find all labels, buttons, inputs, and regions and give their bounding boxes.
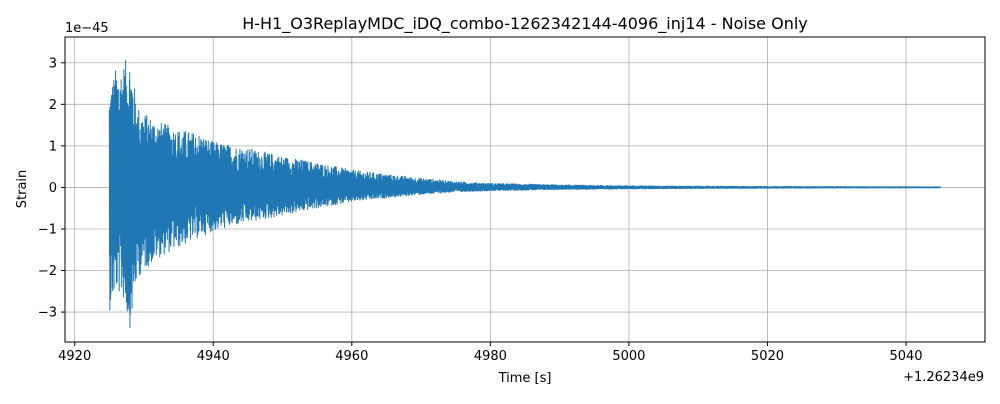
y-tick-label: 0 (49, 181, 57, 196)
axes-frame (64, 36, 986, 343)
x-tick-label: 5020 (751, 349, 784, 364)
x-tick-label: 4980 (474, 349, 507, 364)
x-tick-label: 4940 (197, 349, 230, 364)
strain-series-line (108, 59, 942, 329)
y-tick-label: −1 (38, 222, 57, 237)
y-tick-label: 3 (49, 56, 57, 71)
x-tick-label: 4960 (335, 349, 368, 364)
data-layer (108, 59, 942, 329)
x-tick-label: 5040 (889, 349, 922, 364)
y-tick-label: −2 (38, 264, 57, 279)
x-offset-label: +1.26234e9 (903, 370, 984, 385)
y-scale-label: 1e−45 (65, 21, 109, 36)
x-tick-label: 4920 (58, 349, 91, 364)
y-tick-label: 2 (49, 98, 57, 113)
chart-title: H-H1_O3ReplayMDC_iDQ_combo-1262342144-40… (242, 14, 808, 34)
x-tick-label: 5000 (612, 349, 645, 364)
y-tick-label: 1 (49, 139, 57, 154)
y-axis-label: Strain (15, 170, 30, 209)
y-tick-label: −3 (38, 306, 57, 321)
tick-layer: 4920 4940 4960 4980 5000 5020 5040 −3 −2 −1 0 1 2 3 (38, 56, 923, 364)
x-axis-label: Time [s] (498, 371, 552, 386)
